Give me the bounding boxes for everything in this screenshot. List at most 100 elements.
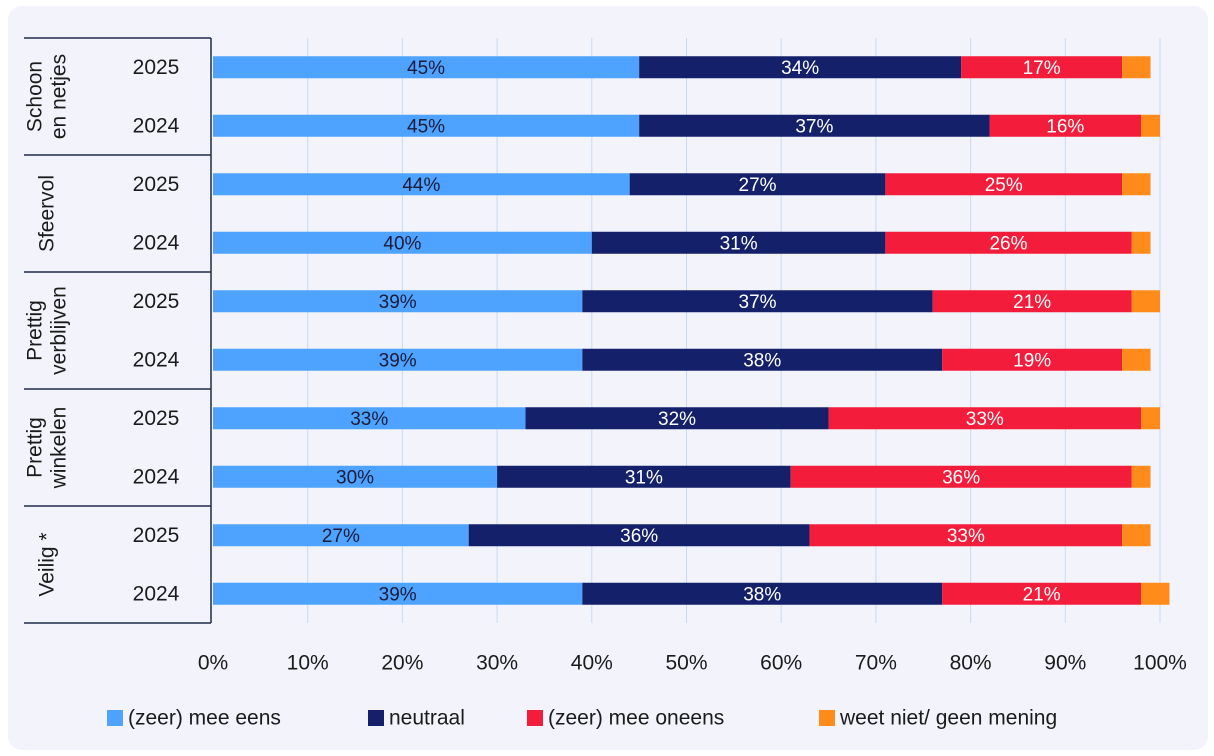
legend-swatch [368,710,384,726]
legend-label: (zeer) mee eens [128,707,281,730]
bar-value-label: 26% [989,233,1027,254]
bar-segment [1141,582,1170,605]
bar-value-label: 30% [336,467,374,488]
legend-swatch [527,710,543,726]
year-label: 2024 [133,348,180,371]
group-label: Prettig [24,300,47,361]
bar-segment [961,56,1123,79]
bar-segment [582,290,933,313]
bar-segment [1122,173,1151,196]
group-label: Schoon [24,61,47,132]
bar-value-label: 37% [739,292,777,313]
bar-segment [1131,465,1151,488]
legend-label: weet niet/ geen mening [839,707,1057,730]
bar-value-label: 31% [720,233,758,254]
group-label: Prettig [24,417,47,478]
bar-segment [1141,407,1160,430]
bar-segment [1131,290,1160,313]
x-tick-label: 20% [381,652,423,675]
bar-value-label: 39% [379,584,417,605]
bar-value-label: 39% [379,350,417,371]
bar-segment [1131,231,1151,254]
bar-value-label: 16% [1046,116,1084,137]
x-tick-label: 30% [476,652,518,675]
bar-segment [639,114,990,137]
bar-segment [942,582,1142,605]
bar-value-label: 31% [625,467,663,488]
bar-value-label: 21% [1023,584,1061,605]
bar-value-label: 39% [379,292,417,313]
year-label: 2024 [133,114,180,137]
bar-segment [932,290,1132,313]
legend-label: neutraal [389,707,465,730]
bar-value-label: 21% [1013,292,1051,313]
bar-value-label: 33% [350,409,388,430]
bar-segment [809,524,1123,547]
x-tick-label: 60% [760,652,802,675]
year-label: 2025 [133,524,180,547]
bar-segment [1141,114,1160,137]
bar-value-label: 27% [739,175,777,196]
group-label: en netjes [48,54,71,139]
bar-value-label: 33% [966,409,1004,430]
bar-value-label: 33% [947,526,985,547]
bar-value-label: 44% [402,175,440,196]
legend-swatch [107,710,123,726]
bar-segment [942,348,1123,371]
legend-swatch [819,710,835,726]
x-tick-label: 10% [287,652,329,675]
year-label: 2024 [133,582,180,605]
x-tick-label: 80% [950,652,992,675]
bar-segment [213,114,640,137]
bar-segment [525,407,829,430]
bar-value-label: 45% [407,116,445,137]
bar-value-label: 25% [985,175,1023,196]
bar-segment [1122,524,1151,547]
bar-segment [213,524,469,547]
bar-segment [213,407,526,430]
bar-segment [213,173,630,196]
bar-segment [582,348,943,371]
bar-segment [790,465,1132,488]
bar-segment [213,290,583,313]
bar-value-label: 27% [322,526,360,547]
year-label: 2025 [133,173,180,196]
bar-segment [885,173,1123,196]
bar-value-label: 32% [658,409,696,430]
x-tick-label: 100% [1133,652,1187,675]
bar-segment [639,56,962,79]
bar-segment [468,524,810,547]
year-label: 2025 [133,407,180,430]
bar-value-label: 45% [407,58,445,79]
legend-label: (zeer) mee oneens [548,707,724,730]
bar-segment [1122,348,1151,371]
bar-segment [213,348,583,371]
bar-value-label: 36% [942,467,980,488]
bar-segment [497,465,791,488]
bar-segment [828,407,1142,430]
bar-segment [1122,56,1151,79]
bar-segment [213,582,583,605]
x-tick-label: 0% [198,652,228,675]
bar-value-label: 37% [795,116,833,137]
x-tick-label: 40% [571,652,613,675]
bar-value-label: 19% [1013,350,1051,371]
x-tick-label: 70% [855,652,897,675]
bar-segment [213,56,640,79]
x-tick-label: 90% [1044,652,1086,675]
bar-segment [885,231,1132,254]
bar-segment [213,465,498,488]
group-label: verblijven [48,286,71,375]
bar-segment [989,114,1142,137]
bar-value-label: 38% [743,350,781,371]
bar-segment [213,231,592,254]
bar-segment [591,231,886,254]
bar-value-label: 40% [383,233,421,254]
bar-value-label: 34% [781,58,819,79]
bar-value-label: 17% [1023,58,1061,79]
bar-segment [582,582,943,605]
year-label: 2024 [133,231,180,254]
bar-segment [629,173,886,196]
year-label: 2025 [133,290,180,313]
group-label: winkelen [48,407,71,490]
